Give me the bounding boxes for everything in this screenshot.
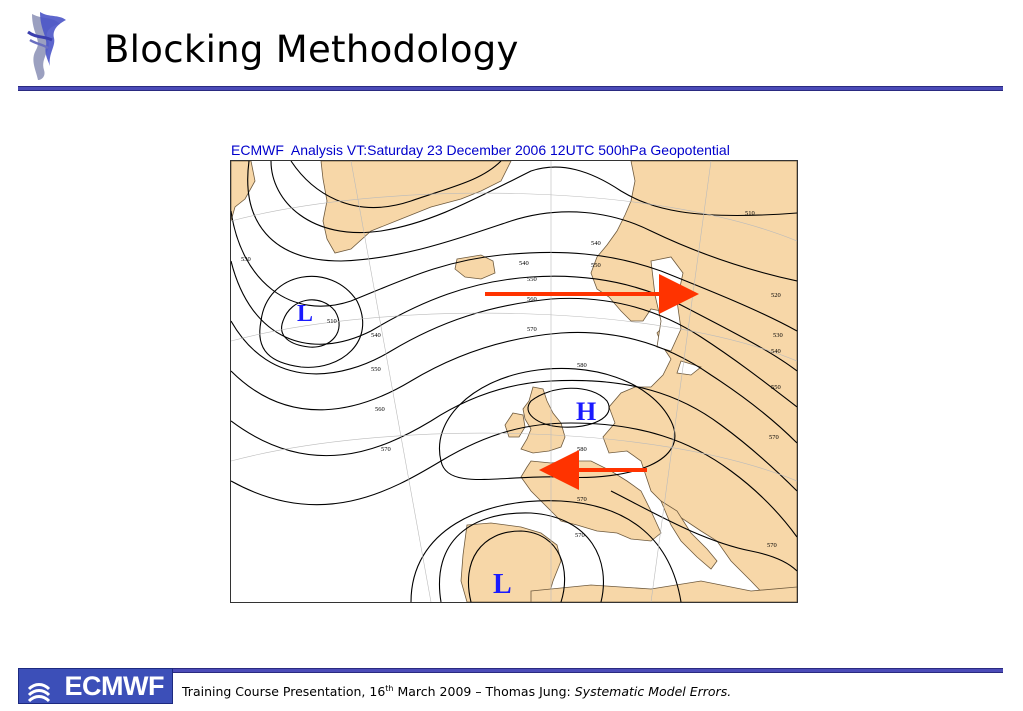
contour-label: 550 (591, 262, 601, 269)
title-divider (18, 86, 1003, 91)
geopotential-map: 540 550 560 570 580 580 570 540 550 510 … (230, 160, 798, 603)
contour-label: 570 (575, 532, 585, 539)
contour-label: 540 (519, 260, 529, 267)
footer-text-prefix: Training Course Presentation, 16 (182, 684, 386, 700)
contour-label: 580 (577, 446, 587, 453)
low-pressure-label: L (297, 301, 314, 327)
contour-label: 570 (527, 326, 537, 333)
contour-label: 540 (591, 240, 601, 247)
contour-label: 550 (371, 366, 381, 373)
ecmwf-logo-text: ECMWF (64, 671, 165, 701)
contour-label: 510 (745, 210, 755, 217)
contour-label: 550 (771, 384, 781, 391)
footer-text-italic: Systematic Model Errors. (574, 684, 732, 700)
contour-label: 560 (527, 296, 537, 303)
slide-title: Blocking Methodology (104, 28, 519, 71)
contour-label: 540 (371, 332, 381, 339)
land-masses (231, 161, 797, 602)
contour-label: 570 (769, 434, 779, 441)
contour-label: 530 (241, 256, 251, 263)
contour-label: 540 (771, 348, 781, 355)
contour-value-labels: 540 550 560 570 580 580 570 540 550 510 … (241, 210, 783, 549)
ecmwf-swirl-icon (27, 677, 61, 711)
contour-lines (231, 161, 797, 602)
graticule (231, 161, 797, 602)
ecmwf-footer-logo: ECMWF (18, 668, 173, 704)
footer-text-sup: th (385, 684, 394, 693)
contour-label: 550 (527, 276, 537, 283)
contour-label: 520 (771, 292, 781, 299)
map-title: ECMWF Analysis VT:Saturday 23 December 2… (231, 142, 730, 158)
footer-citation: Training Course Presentation, 16th March… (182, 684, 731, 699)
low-pressure-label-bottom: L (493, 569, 512, 600)
contour-label: 560 (375, 406, 385, 413)
footer-text-middle: March 2009 – Thomas Jung: (393, 684, 575, 700)
ecmwf-wave-logo-icon (22, 10, 74, 82)
contour-label: 510 (327, 318, 337, 325)
contour-label: 530 (773, 332, 783, 339)
contour-label: 570 (577, 496, 587, 503)
contour-label: 580 (577, 362, 587, 369)
footer-divider (18, 668, 1003, 673)
contour-label: 570 (381, 446, 391, 453)
high-pressure-label: H (576, 397, 597, 426)
contour-label: 570 (767, 542, 777, 549)
